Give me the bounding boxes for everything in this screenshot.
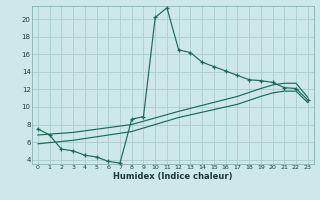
X-axis label: Humidex (Indice chaleur): Humidex (Indice chaleur) — [113, 172, 233, 181]
